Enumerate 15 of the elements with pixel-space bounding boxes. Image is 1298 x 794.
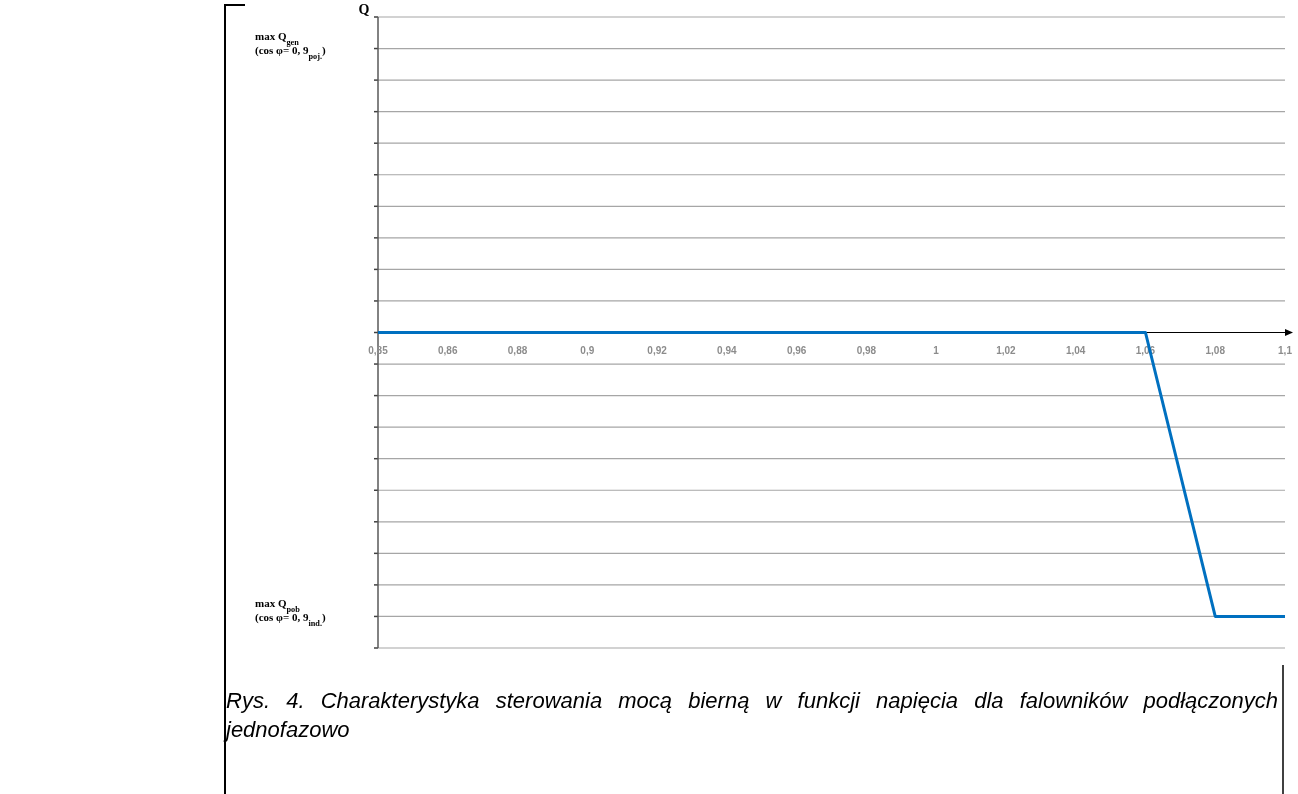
x-tick-label: 1,02 (996, 344, 1017, 356)
x-tick-label: 0,92 (647, 344, 668, 356)
x-tick-label: 0,88 (507, 344, 528, 356)
x-tick-label: 1 (933, 344, 940, 356)
text: max Q$_{pob}$ (cos φ= 0, 9$_{ind.}$) (255, 597, 326, 628)
x-tick-label: 0,9 (580, 344, 595, 356)
x-tick-label: 0,98 (856, 344, 877, 356)
x-tick-label: 1,04 (1065, 344, 1086, 356)
text: max Q$_{gen}$ (cos φ= 0, 9$_{poj.}$) (255, 29, 326, 61)
text: Q (358, 2, 370, 17)
x-tick-label: 0,86 (438, 344, 458, 356)
x-tick-label: 1,08 (1205, 344, 1226, 356)
x-tick-label: 0,94 (717, 344, 738, 356)
x-tick-label: 1,1 (1278, 344, 1293, 356)
x-tick-label: 0,96 (786, 344, 807, 356)
